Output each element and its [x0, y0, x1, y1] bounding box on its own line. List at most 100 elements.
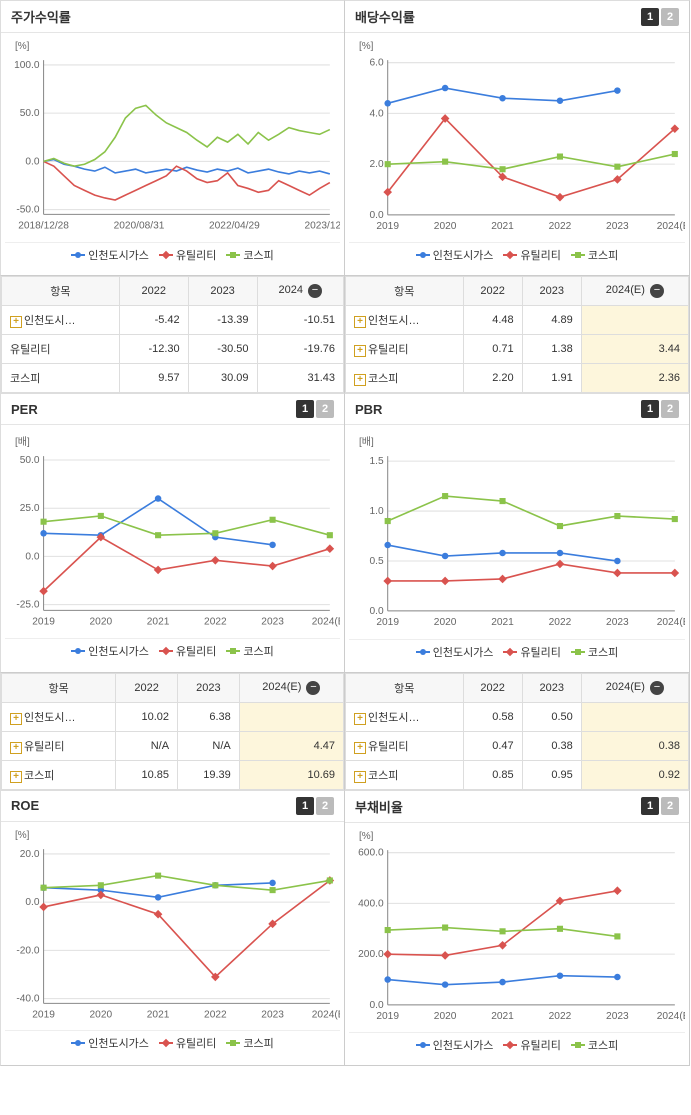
table-header: 2023: [178, 673, 240, 702]
table-header: 2024(E) −: [239, 673, 343, 702]
table-header: 항목: [346, 277, 464, 306]
table-cell: +코스피: [346, 364, 464, 393]
collapse-icon[interactable]: −: [308, 284, 322, 298]
expand-icon[interactable]: +: [354, 345, 366, 357]
svg-text:50.0: 50.0: [20, 455, 40, 466]
svg-text:2021: 2021: [147, 1009, 170, 1020]
legend-label: 코스피: [588, 1037, 618, 1053]
collapse-icon[interactable]: −: [306, 681, 320, 695]
table-cell: N/A: [116, 731, 178, 760]
svg-text:0.0: 0.0: [25, 897, 39, 908]
table-cell: [581, 306, 688, 335]
legend-label: 유틸리티: [520, 247, 560, 263]
svg-text:2019: 2019: [376, 221, 399, 232]
svg-text:200.0: 200.0: [358, 949, 384, 960]
svg-text:100.0: 100.0: [14, 60, 40, 71]
table-row: +인천도시…4.484.89: [346, 306, 689, 335]
table-cell: -13.39: [188, 306, 257, 335]
table-cell: -10.51: [257, 306, 344, 335]
table-header: 2023: [522, 277, 581, 306]
expand-icon[interactable]: +: [354, 374, 366, 386]
table-cell: +유틸리티: [346, 731, 464, 760]
table-cell: 0.50: [522, 702, 581, 731]
table-cell: -12.30: [119, 335, 188, 364]
table-row: +유틸리티0.711.383.44: [346, 335, 689, 364]
expand-icon[interactable]: +: [354, 742, 366, 754]
svg-text:0.0: 0.0: [369, 999, 383, 1010]
svg-text:2020: 2020: [434, 1011, 457, 1022]
expand-icon[interactable]: +: [10, 713, 22, 725]
table-cell: 3.44: [581, 335, 688, 364]
tab-2[interactable]: 2: [661, 400, 679, 418]
legend-label: 유틸리티: [176, 1035, 216, 1051]
tab-1[interactable]: 1: [641, 8, 659, 26]
legend-label: 코스피: [243, 643, 273, 659]
tab-1[interactable]: 1: [296, 400, 314, 418]
legend-label: 인천도시가스: [433, 1037, 494, 1053]
table-cell: +코스피: [346, 760, 464, 789]
chart-legend: 인천도시가스 유틸리티 코스피: [349, 242, 685, 271]
table-header: 2023: [188, 277, 257, 306]
tab-2[interactable]: 2: [661, 797, 679, 815]
panel-tabs: 1 2: [641, 8, 679, 26]
tab-2[interactable]: 2: [316, 400, 334, 418]
svg-text:4.0: 4.0: [369, 108, 383, 119]
table-header: 2022: [116, 673, 178, 702]
chart-svg: -50.00.050.0100.02018/12/282020/08/31202…: [5, 52, 340, 235]
collapse-icon[interactable]: −: [650, 681, 664, 695]
legend-label: 코스피: [243, 247, 273, 263]
svg-text:2023: 2023: [606, 221, 629, 232]
svg-text:2022: 2022: [204, 617, 227, 628]
svg-text:2022/04/29: 2022/04/29: [209, 221, 260, 232]
table-t1: 항목202220232024 −+인천도시…-5.42-13.39-10.51유…: [0, 276, 345, 393]
panel-p6: 부채비율 1 2 [%] 0.0200.0400.0600.0201920202…: [345, 790, 690, 1066]
table-header: 2024(E) −: [581, 277, 688, 306]
table-cell: 0.38: [581, 731, 688, 760]
table-cell: 0.38: [522, 731, 581, 760]
table-cell: 4.47: [239, 731, 343, 760]
legend-label: 유틸리티: [176, 247, 216, 263]
table-cell: [581, 702, 688, 731]
svg-text:0.0: 0.0: [369, 606, 383, 617]
collapse-icon[interactable]: −: [650, 284, 664, 298]
expand-icon[interactable]: +: [10, 742, 22, 754]
tab-1[interactable]: 1: [641, 400, 659, 418]
table-cell: 0.58: [463, 702, 522, 731]
table-cell: 31.43: [257, 364, 344, 393]
chart-svg: 0.02.04.06.0201920202021202220232024(E): [349, 52, 685, 235]
expand-icon[interactable]: +: [10, 771, 22, 783]
expand-icon[interactable]: +: [354, 771, 366, 783]
chart-legend: 인천도시가스 유틸리티 코스피: [5, 638, 340, 667]
tab-1[interactable]: 1: [641, 797, 659, 815]
table-cell: 4.89: [522, 306, 581, 335]
chart-svg: 0.00.51.01.5201920202021202220232024(E): [349, 448, 685, 631]
panel-tabs: 1 2: [641, 400, 679, 418]
table-cell: 0.95: [522, 760, 581, 789]
legend-label: 인천도시가스: [433, 644, 494, 660]
table-cell: 19.39: [178, 760, 240, 789]
expand-icon[interactable]: +: [10, 316, 22, 328]
table-cell: 6.38: [178, 702, 240, 731]
table-row: 코스피9.5730.0931.43: [2, 364, 344, 393]
table-row: +유틸리티N/AN/A4.47: [2, 731, 344, 760]
table-header: 2023: [522, 673, 581, 702]
svg-text:2020/08/31: 2020/08/31: [114, 221, 165, 232]
expand-icon[interactable]: +: [354, 713, 366, 725]
table-t3: 항목202220232024(E) −+인천도시…10.026.38+유틸리티N…: [0, 673, 345, 790]
tab-2[interactable]: 2: [661, 8, 679, 26]
table-row: +인천도시…10.026.38: [2, 702, 344, 731]
table-cell: +코스피: [2, 760, 116, 789]
tab-2[interactable]: 2: [316, 797, 334, 815]
table-row: +인천도시…-5.42-13.39-10.51: [2, 306, 344, 335]
legend-label: 코스피: [243, 1035, 273, 1051]
legend-label: 인천도시가스: [88, 1035, 149, 1051]
svg-text:-20.0: -20.0: [16, 945, 39, 956]
table-header: 항목: [2, 277, 120, 306]
tab-1[interactable]: 1: [296, 797, 314, 815]
expand-icon[interactable]: +: [354, 316, 366, 328]
table-cell: +인천도시…: [2, 702, 116, 731]
svg-text:2.0: 2.0: [369, 159, 383, 170]
svg-text:2021: 2021: [491, 617, 514, 628]
svg-text:2021: 2021: [491, 221, 514, 232]
panel-p2: 배당수익률 1 2 [%] 0.02.04.06.020192020202120…: [345, 0, 690, 276]
